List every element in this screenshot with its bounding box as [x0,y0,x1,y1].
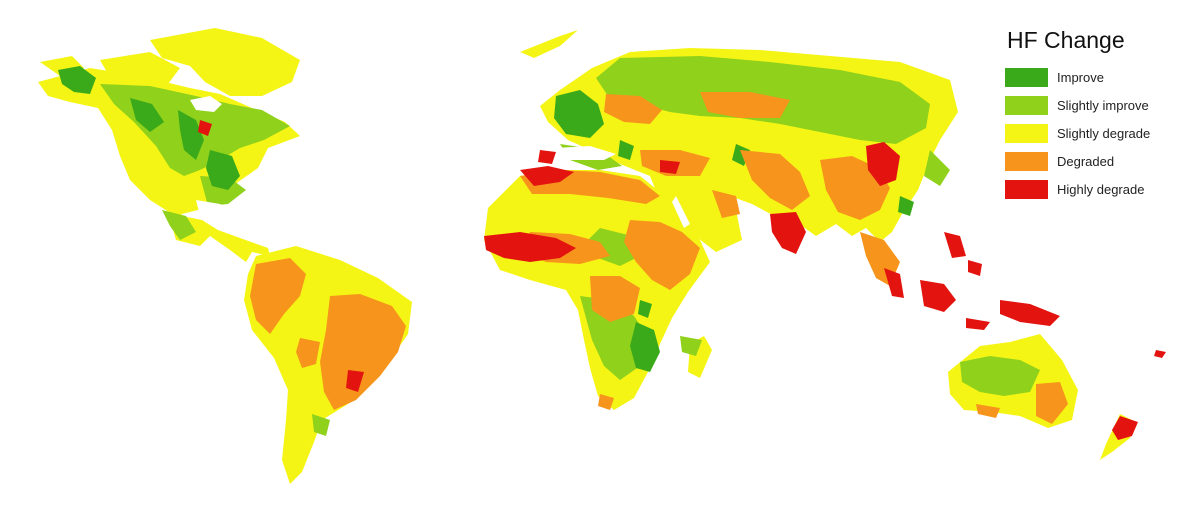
legend-label-slightly-improve: Slightly improve [1057,97,1149,113]
legend-label-slightly-degrade: Slightly degrade [1057,125,1151,141]
greenland [150,28,300,96]
legend-item-improve: Improve [1005,63,1185,91]
legend-swatch-highly-degrade [1005,179,1048,199]
legend-swatch-degraded [1005,151,1048,171]
svalbard [520,30,578,58]
legend-item-degraded: Degraded [1005,147,1185,175]
legend-label-degraded: Degraded [1057,153,1115,169]
highly-degrade-layer [198,120,1166,440]
legend-title: HF Change [1007,27,1125,53]
degraded-layer [250,92,1068,424]
legend-swatch-improve [1005,67,1048,87]
legend-item-slightly-degrade: Slightly degrade [1005,119,1185,147]
legend-item-highly-degrade: Highly degrade [1005,175,1185,203]
water-bodies [190,96,690,232]
legend-swatch-slightly-degrade [1005,123,1048,143]
legend-swatch-slightly-improve [1005,95,1048,115]
legend-item-slightly-improve: Slightly improve [1005,91,1185,119]
map-legend: HF Change Improve Slightly improve Sligh… [1005,26,1185,203]
legend-label-highly-degrade: Highly degrade [1057,181,1145,197]
improve-layer [58,66,914,372]
legend-label-improve: Improve [1057,69,1104,85]
